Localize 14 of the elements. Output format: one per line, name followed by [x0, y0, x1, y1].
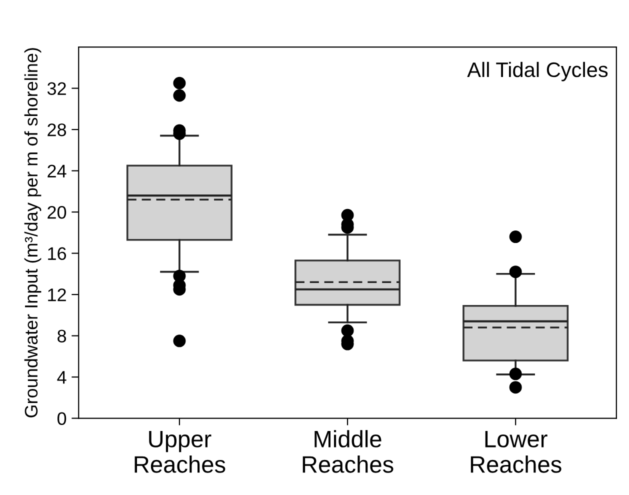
y-tick-label: 4 [57, 371, 66, 384]
x-tick-label: Middle Reaches [302, 430, 394, 473]
y-tick-label: 28 [48, 123, 66, 136]
y-tick-label: 12 [48, 288, 66, 302]
y-tick-label: 0 [57, 412, 66, 425]
annotation: All Tidal Cycles [467, 62, 608, 82]
y-tick-label: 32 [47, 82, 66, 95]
y-tick-label: 20 [48, 206, 66, 219]
x-tick-label: Upper Reaches [134, 430, 226, 473]
x-tick-label: Lower Reaches [470, 430, 562, 473]
y-tick-label: 8 [58, 330, 66, 342]
y-axis-title: Groundwater Input (m³/day per m of shoreline) [24, 48, 42, 418]
y-tick-label: 16 [48, 247, 66, 260]
y-tick-label: 24 [48, 164, 66, 178]
